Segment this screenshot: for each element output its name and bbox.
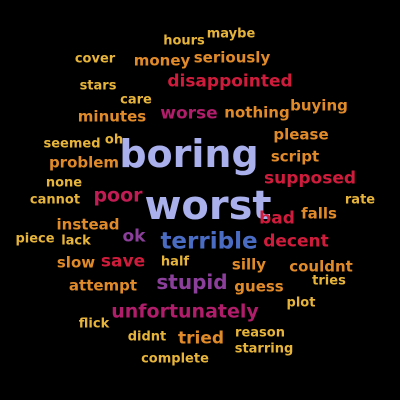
word-couldnt: couldnt xyxy=(289,257,353,276)
word-flick: flick xyxy=(78,316,110,332)
word-seriously: seriously xyxy=(193,48,271,67)
word-cover: cover xyxy=(74,51,116,67)
word-terrible: terrible xyxy=(160,228,258,255)
word-falls: falls xyxy=(301,204,337,223)
word-worst: worst xyxy=(144,183,272,229)
word-supposed: supposed xyxy=(263,168,357,189)
word-piece: piece xyxy=(15,231,55,247)
word-bad: bad xyxy=(259,208,295,229)
word-seemed: seemed xyxy=(43,136,101,152)
word-tries: tries xyxy=(312,273,346,289)
word-stupid: stupid xyxy=(156,270,228,294)
word-buying: buying xyxy=(290,96,348,115)
word-hours: hours xyxy=(163,33,205,49)
word-please: please xyxy=(273,125,329,144)
word-oh: oh xyxy=(104,132,124,148)
word-script: script xyxy=(270,147,320,166)
word-guess: guess xyxy=(234,277,284,296)
word-lack: lack xyxy=(61,233,91,249)
word-half: half xyxy=(160,254,190,270)
word-reason: reason xyxy=(235,325,285,341)
word-attempt: attempt xyxy=(68,276,138,295)
word-rate: rate xyxy=(344,192,376,208)
word-decent: decent xyxy=(263,231,329,252)
word-problem: problem xyxy=(48,153,120,172)
word-poor: poor xyxy=(93,184,143,207)
word-none: none xyxy=(45,175,83,191)
word-cannot: cannot xyxy=(29,192,81,208)
word-silly: silly xyxy=(231,255,267,274)
word-complete: complete xyxy=(141,351,209,367)
word-stars: stars xyxy=(79,78,117,94)
word-money: money xyxy=(133,51,191,70)
word-care: care xyxy=(120,92,152,108)
word-unfortunately: unfortunately xyxy=(111,300,259,323)
word-didnt: didnt xyxy=(127,329,167,345)
word-save: save xyxy=(100,251,146,272)
word-maybe: maybe xyxy=(206,26,256,42)
word-plot: plot xyxy=(286,295,316,311)
word-instead: instead xyxy=(56,215,120,234)
word-boring: boring xyxy=(119,132,259,176)
word-ok: ok xyxy=(122,226,146,247)
word-slow: slow xyxy=(56,253,96,272)
word-nothing: nothing xyxy=(224,103,290,122)
word-worse: worse xyxy=(160,103,218,124)
word-tried: tried xyxy=(177,328,225,349)
word-disappointed: disappointed xyxy=(167,71,293,92)
word-minutes: minutes xyxy=(77,107,147,126)
word-starring: starring xyxy=(234,341,294,357)
